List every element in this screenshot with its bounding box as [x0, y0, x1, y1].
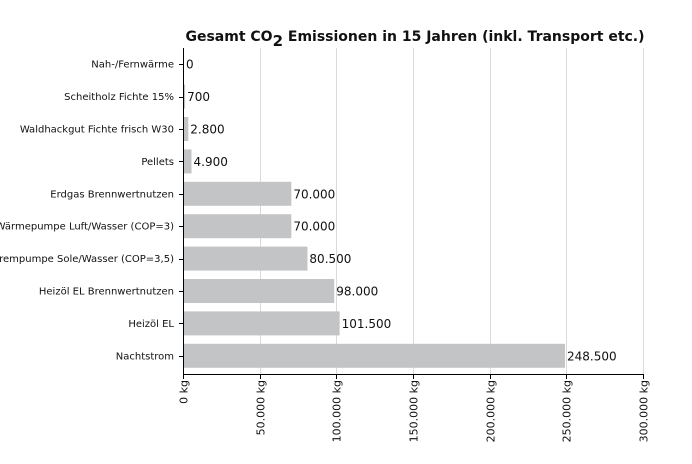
category-label: Wärempumpe Sole/Wasser (COP=3,5): [0, 254, 174, 265]
category-label: Scheitholz Fichte 15%: [64, 92, 174, 103]
x-tick-label: 50.000 kg: [255, 380, 268, 435]
bar: [184, 246, 308, 271]
bar: [184, 149, 192, 174]
category-label: Waldhackgut Fichte frisch W30: [20, 125, 174, 136]
category-label: Nachtstrom: [116, 351, 174, 362]
category-label: Pellets: [141, 157, 174, 168]
chart-title: Gesamt CO2 Emissionen in 15 Jahren (inkl…: [185, 29, 644, 50]
data-label: 70.000: [293, 220, 335, 234]
chart-title-subscript: 2: [273, 32, 283, 50]
data-label: 70.000: [293, 187, 335, 201]
x-tick-label: 0 kg: [178, 380, 191, 404]
category-label: Wärmepumpe Luft/Wasser (COP=3): [0, 222, 174, 233]
data-label: 101.500: [342, 317, 392, 331]
category-label: Heizöl EL: [128, 319, 174, 330]
x-tick-label: 300.000 kg: [638, 380, 651, 442]
bar: [184, 279, 335, 303]
data-label: 248.500: [567, 349, 617, 363]
data-label: 0: [186, 58, 194, 72]
data-label: 2.800: [190, 123, 224, 137]
bar: [184, 117, 189, 141]
category-label: Nah-/Fernwärme: [91, 60, 174, 71]
chart-title-prefix: Gesamt CO: [185, 29, 272, 45]
bars: [184, 84, 566, 368]
category-label: Heizöl EL Brennwertnutzen: [39, 287, 174, 298]
x-tick-label: 100.000 kg: [331, 380, 344, 442]
labels: 0 kg 50.000 kg 100.000 kg 150.000 kg 200.000…: [0, 58, 651, 443]
data-label: 98.000: [336, 285, 378, 299]
chart-title-suffix: Emissionen in 15 Jahren (inkl. Transport…: [283, 29, 645, 45]
x-tick-label: 250.000 kg: [561, 380, 574, 442]
bar: [184, 214, 292, 239]
axes: [179, 48, 644, 379]
x-tick-label: 200.000 kg: [485, 380, 498, 442]
x-tick-label: 150.000 kg: [408, 380, 421, 442]
data-label: 80.500: [309, 252, 351, 266]
data-label: 700: [187, 90, 210, 104]
category-label: Erdgas Brennwertnutzen: [50, 189, 174, 200]
bar: [184, 181, 292, 206]
data-label: 4.900: [194, 155, 228, 169]
bar: [184, 311, 340, 336]
bar: [184, 84, 186, 109]
bar: [184, 343, 566, 368]
